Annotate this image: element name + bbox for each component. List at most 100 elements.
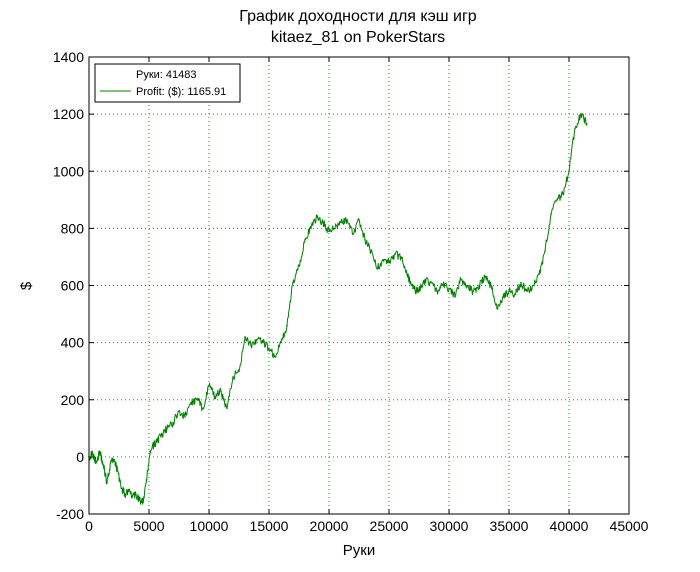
series-point	[526, 290, 528, 293]
series-point	[268, 347, 270, 350]
series-point	[532, 284, 534, 287]
series-point	[214, 396, 216, 398]
series-point	[232, 376, 234, 378]
series-point	[145, 478, 148, 481]
x-axis-label: Руки	[343, 542, 375, 559]
series-point	[358, 219, 360, 221]
y-tick-label: -200	[56, 506, 84, 522]
y-tick-label: 1400	[53, 49, 84, 65]
x-tick-label: 5000	[133, 518, 164, 534]
series-point	[166, 427, 168, 430]
series-point	[454, 296, 456, 298]
series-point	[184, 416, 186, 418]
y-axis-label: $	[18, 281, 35, 290]
plot-area	[89, 57, 629, 514]
legend-box	[94, 63, 241, 103]
series-point	[274, 356, 276, 358]
series-point	[131, 496, 133, 498]
y-tick-label: 1200	[53, 106, 84, 122]
x-tick-label: 0	[85, 518, 93, 534]
series-point	[400, 256, 402, 258]
series-point	[316, 216, 318, 218]
series-point	[220, 390, 222, 392]
series-point	[472, 290, 474, 293]
series-point	[436, 290, 438, 293]
series-point	[585, 123, 588, 125]
chart-subtitle: kitaez_81 on PokerStars	[271, 29, 445, 46]
series-point	[508, 290, 510, 293]
series-point	[208, 384, 210, 387]
series-point	[424, 278, 426, 281]
series-point	[340, 221, 342, 224]
series-point	[156, 438, 159, 441]
series-point	[95, 461, 97, 464]
series-point	[562, 193, 564, 195]
series-point	[226, 407, 228, 410]
series-point	[244, 336, 246, 338]
series-layer	[88, 113, 588, 505]
series-point	[99, 450, 101, 452]
grid	[89, 57, 629, 514]
series-point	[109, 461, 112, 464]
x-tick-label: 35000	[490, 518, 529, 534]
series-point	[91, 453, 94, 455]
x-tick-label: 25000	[370, 518, 409, 534]
series-point	[568, 170, 570, 173]
series-point	[394, 253, 396, 255]
series-point	[102, 464, 105, 467]
series-point	[250, 344, 252, 347]
axis-ticks: 0 5000 10000 15000 20000 25000 30000 35000 40000…	[53, 49, 649, 534]
series-point	[484, 276, 486, 278]
series-point	[202, 407, 204, 410]
series-point	[364, 239, 366, 241]
y-tick-label: 200	[61, 392, 85, 408]
series-point	[388, 261, 390, 264]
series-point	[538, 273, 540, 275]
series-point	[376, 267, 378, 270]
series-point	[117, 470, 119, 472]
series-point	[514, 293, 516, 295]
series-point	[328, 230, 330, 233]
series-point	[280, 341, 282, 344]
series-point	[442, 284, 444, 287]
series-point	[478, 284, 480, 287]
series-point	[310, 227, 312, 230]
y-tick-label: 600	[61, 278, 85, 294]
series-point	[556, 199, 558, 201]
series-point	[298, 264, 300, 267]
x-tick-label: 30000	[430, 518, 469, 534]
y-tick-label: 800	[61, 220, 85, 236]
series-point	[520, 281, 522, 284]
series-point	[430, 281, 432, 284]
series-point	[135, 493, 137, 495]
legend-entry-hands: Руки: 41483	[136, 69, 197, 81]
x-tick-label: 45000	[610, 518, 649, 534]
series-point	[304, 239, 306, 241]
series-point	[448, 287, 450, 290]
plot-frame	[88, 56, 630, 515]
legend-entry-profit: Profit: ($): 1165.91	[136, 86, 226, 98]
series-point	[382, 258, 384, 261]
series-point	[238, 370, 240, 372]
series-point	[138, 498, 141, 501]
series-point	[352, 233, 354, 235]
series-point	[418, 290, 420, 293]
x-tick-label: 40000	[550, 518, 589, 534]
series-point	[190, 401, 192, 404]
series-point	[370, 250, 372, 253]
series-point	[544, 250, 546, 253]
y-tick-label: 400	[61, 335, 85, 351]
series-point	[412, 287, 414, 290]
series-point	[256, 338, 258, 341]
series-point	[124, 493, 126, 495]
chart-title: График доходности для кэш игр	[239, 8, 476, 25]
profit-series-line	[88, 113, 588, 505]
x-tick-label: 10000	[190, 518, 229, 534]
series-point	[127, 490, 130, 492]
series-point	[160, 436, 162, 438]
y-tick-label: 0	[76, 449, 84, 465]
series-point	[120, 487, 123, 490]
series-point	[550, 213, 552, 215]
x-tick-label: 20000	[310, 518, 349, 534]
